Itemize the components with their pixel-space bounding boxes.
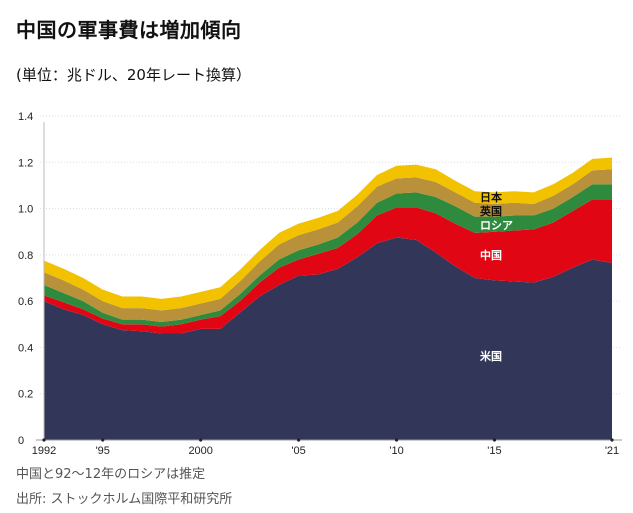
x-tick-mark xyxy=(394,438,399,442)
area-ロシア xyxy=(44,184,612,327)
note-estimate: 中国と92～12年のロシアは推定 xyxy=(16,467,206,482)
y-tick-label: 0.8 xyxy=(18,250,33,262)
y-tick-label: 1.4 xyxy=(18,111,33,123)
note-source: 出所: ストックホルム国際平和研究所 xyxy=(16,492,233,507)
series-label-英国: 英国 xyxy=(479,204,502,218)
series-label-中国: 中国 xyxy=(480,248,502,262)
area-米国 xyxy=(44,237,612,440)
series-label-日本: 日本 xyxy=(480,190,502,204)
y-tick-label: 0 xyxy=(18,435,24,447)
x-tick-mark xyxy=(199,438,203,442)
x-tick-label: 2000 xyxy=(188,445,212,457)
x-tick-mark xyxy=(297,438,301,442)
area-英国 xyxy=(44,169,612,322)
chart-subtitle: (単位：兆ドル、20年レート換算） xyxy=(16,66,251,84)
y-tick-label: 0.4 xyxy=(18,342,33,354)
y-tick-label: 1.0 xyxy=(18,204,33,216)
x-tick-label: '10 xyxy=(389,445,403,457)
x-tick-label: '95 xyxy=(96,445,110,457)
y-tick-label: 0.2 xyxy=(18,389,33,401)
y-tick-label: 0.6 xyxy=(18,296,33,308)
chart-title: 中国の軍事費は増加傾向 xyxy=(16,18,242,42)
x-tick-label: '15 xyxy=(487,445,501,457)
x-tick-label: '05 xyxy=(291,445,305,457)
series-label-ロシア: ロシア xyxy=(480,219,513,232)
x-tick-mark xyxy=(101,438,105,442)
x-tick-mark xyxy=(492,438,497,442)
series-label-米国: 米国 xyxy=(479,349,502,363)
x-tick-label: 1992 xyxy=(32,445,56,457)
area-中国 xyxy=(44,199,612,334)
x-tick-mark xyxy=(610,438,614,442)
y-tick-label: 1.2 xyxy=(18,157,33,169)
x-tick-mark xyxy=(42,438,46,442)
x-tick-label: '21 xyxy=(605,445,619,457)
area-日本 xyxy=(44,157,612,311)
